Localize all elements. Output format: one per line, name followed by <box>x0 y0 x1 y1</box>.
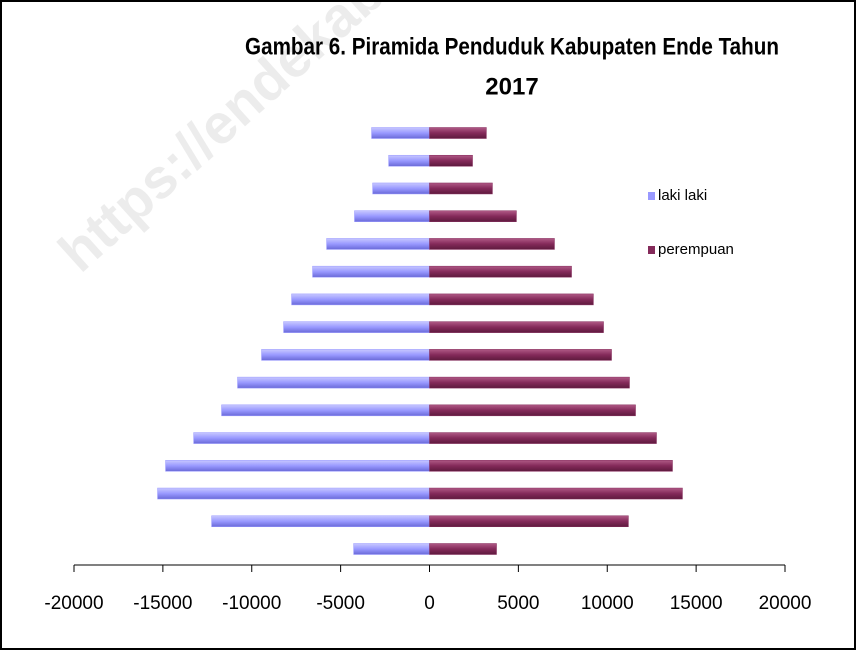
bar <box>429 515 629 528</box>
bar <box>429 487 683 500</box>
bar <box>429 432 657 444</box>
x-tick-label: -20000 <box>44 593 103 614</box>
x-tick-label: 15000 <box>670 593 723 614</box>
bar <box>429 460 673 472</box>
x-tick-label: -5000 <box>316 593 365 614</box>
bar <box>291 293 430 306</box>
legend-label: perempuan <box>658 241 734 258</box>
x-tick-label: 20000 <box>759 593 812 614</box>
bar <box>211 515 430 528</box>
legend-swatch <box>648 246 655 254</box>
bar <box>237 376 430 389</box>
bar <box>354 210 430 222</box>
bar <box>429 182 493 195</box>
bar <box>388 154 430 167</box>
bar <box>429 238 555 250</box>
bar <box>261 349 430 361</box>
legend-label: laki laki <box>658 187 707 204</box>
bar <box>372 182 430 195</box>
bar <box>429 293 594 306</box>
chart-title: Gambar 6. Piramida Penduduk Kabupaten En… <box>245 33 779 60</box>
bar <box>371 127 430 139</box>
bar <box>193 432 430 444</box>
bar <box>165 460 430 472</box>
bar <box>429 376 630 389</box>
x-tick-label: 5000 <box>497 593 539 614</box>
chart-title: 2017 <box>485 73 538 100</box>
bar <box>429 154 473 167</box>
bar <box>326 238 430 250</box>
bar <box>429 265 572 278</box>
x-tick-label: -15000 <box>133 593 192 614</box>
bar <box>312 265 430 278</box>
bar <box>429 349 612 361</box>
bar <box>221 404 430 417</box>
legend-swatch <box>648 192 655 200</box>
x-tick-label: -10000 <box>222 593 281 614</box>
bar <box>429 127 487 139</box>
x-tick-label: 10000 <box>581 593 634 614</box>
bar <box>429 404 636 417</box>
x-tick-label: 0 <box>424 593 435 614</box>
bar <box>353 543 430 555</box>
bar <box>429 543 497 555</box>
bar <box>429 321 604 333</box>
bar <box>157 487 430 500</box>
bar <box>429 210 517 222</box>
bar <box>283 321 430 333</box>
